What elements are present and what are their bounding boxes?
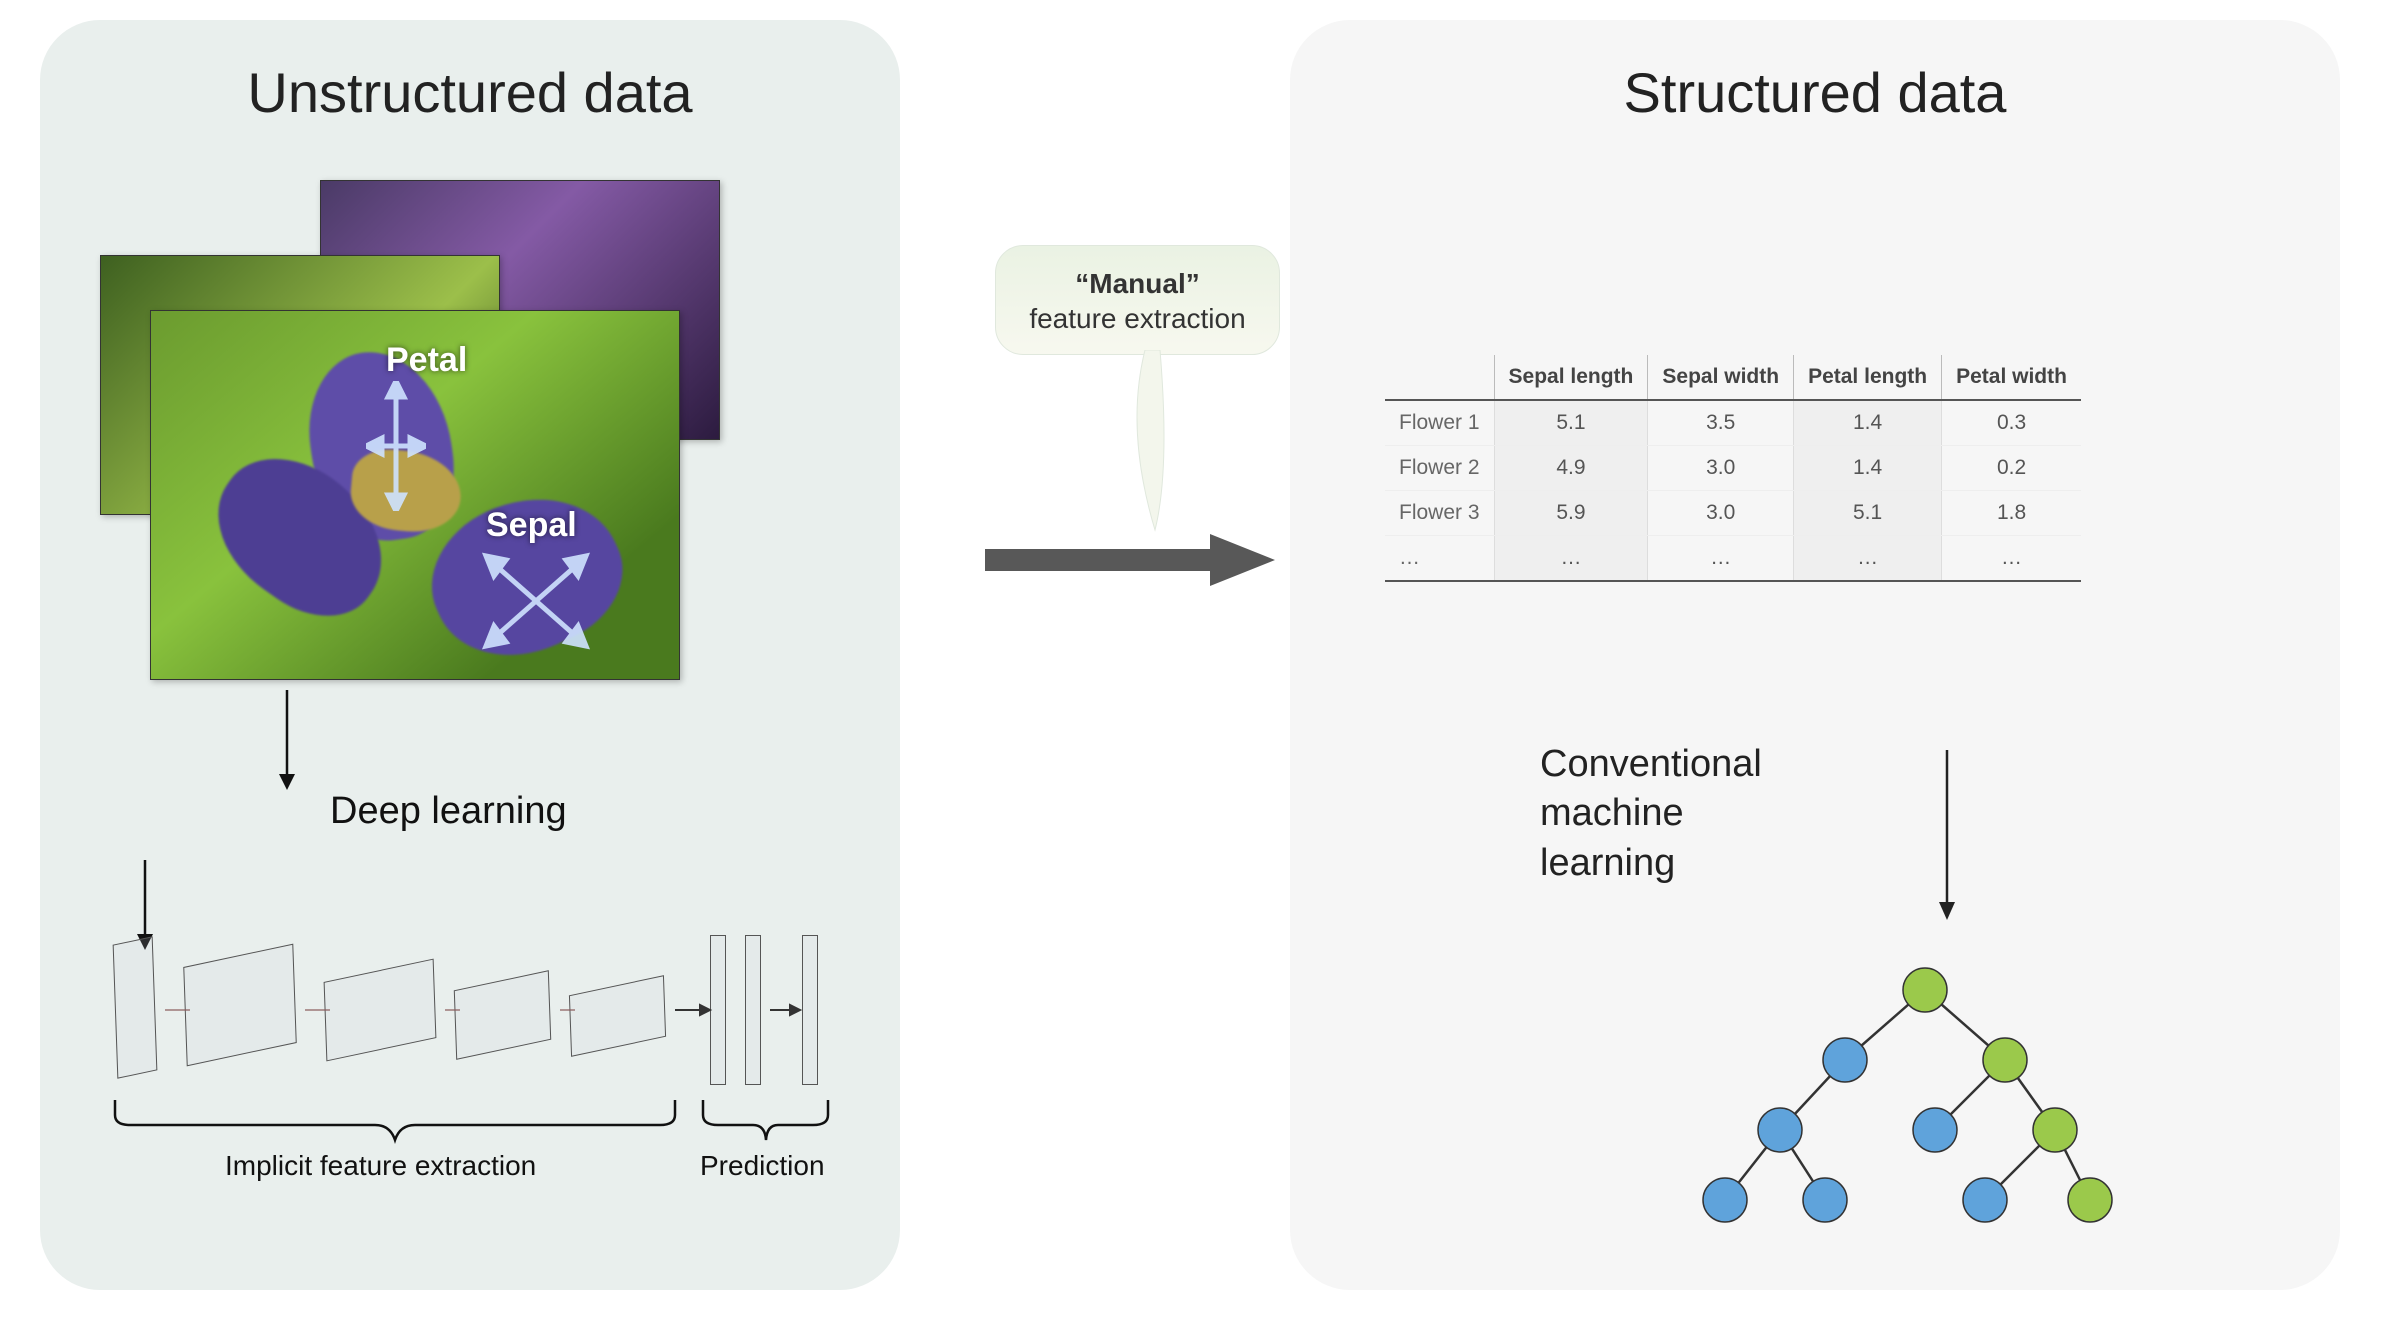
prediction-label: Prediction [700,1150,825,1182]
table-header [1385,355,1494,400]
feature-extraction-brace-icon [110,1095,680,1145]
table-cell: 3.5 [1648,400,1794,446]
table-cell: 3.0 [1648,446,1794,491]
tree-node [1983,1038,2027,1082]
table-cell: 5.9 [1494,491,1648,536]
table-header: Sepal length [1494,355,1648,400]
cnn-flow-arrows-icon [110,930,830,1100]
tree-node [2033,1108,2077,1152]
table-row: Flower 24.93.01.40.2 [1385,446,2081,491]
table-cell: 0.2 [1942,446,2081,491]
table-row: …………… [1385,536,2081,582]
callout-line1: “Manual” [1075,268,1199,299]
prediction-brace-icon [698,1095,833,1145]
cml-line3: learning [1540,842,1675,884]
cml-line2: machine [1540,792,1684,834]
table-cell: 1.8 [1942,491,2081,536]
row-header: Flower 2 [1385,446,1494,491]
manual-extraction-callout: “Manual” feature extraction [995,245,1280,355]
tree-node [1803,1178,1847,1222]
table-header: Sepal width [1648,355,1794,400]
row-header: Flower 1 [1385,400,1494,446]
table-row: Flower 35.93.05.11.8 [1385,491,2081,536]
tree-node [1913,1108,1957,1152]
decision-tree [1635,955,2135,1255]
table-cell: … [1494,536,1648,582]
table-cell: 1.4 [1794,446,1942,491]
table-cell: 5.1 [1494,400,1648,446]
callout-tail-icon [1115,350,1175,540]
table-row: Flower 15.13.51.40.3 [1385,400,2081,446]
tree-node [1703,1178,1747,1222]
tree-node [1903,968,1947,1012]
tree-node [2068,1178,2112,1222]
tree-node [1823,1038,1867,1082]
table-cell: 5.1 [1794,491,1942,536]
table-cell: 0.3 [1942,400,2081,446]
row-header: Flower 3 [1385,491,1494,536]
table-cell: 4.9 [1494,446,1648,491]
tree-node [1963,1178,2007,1222]
table-cell: 1.4 [1794,400,1942,446]
unstructured-panel: Unstructured data Petal Sepal [40,20,900,1290]
table-to-tree-arrow-icon [1935,750,1959,920]
callout-line2: feature extraction [1029,303,1245,334]
structured-title: Structured data [1290,60,2340,125]
table-header: Petal width [1942,355,2081,400]
tree-node [1758,1108,1802,1152]
table-cell: 3.0 [1648,491,1794,536]
iris-table: Sepal lengthSepal widthPetal lengthPetal… [1385,355,2081,582]
table-cell: … [1942,536,2081,582]
cml-line1: Conventional [1540,743,1762,785]
table-cell: … [1794,536,1942,582]
table-header: Petal length [1794,355,1942,400]
structured-panel: Structured data Sepal lengthSepal widthP… [1290,20,2340,1290]
row-header: … [1385,536,1494,582]
feature-extraction-label: Implicit feature extraction [225,1150,536,1182]
table-cell: … [1648,536,1794,582]
conventional-ml-label: Conventional machine learning [1540,740,1762,888]
